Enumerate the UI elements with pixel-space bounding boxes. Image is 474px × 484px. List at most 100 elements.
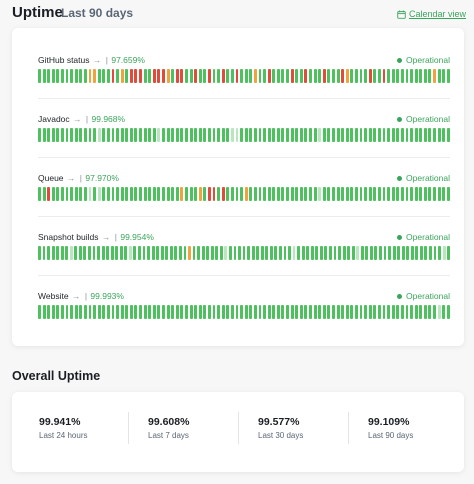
uptime-day-bar[interactable] (102, 187, 106, 201)
uptime-day-bar[interactable] (428, 305, 432, 319)
uptime-day-bar[interactable] (83, 69, 87, 83)
uptime-day-bar[interactable] (414, 305, 418, 319)
uptime-day-bar[interactable] (391, 69, 395, 83)
uptime-day-bar[interactable] (350, 128, 354, 142)
uptime-day-bar[interactable] (93, 128, 97, 142)
uptime-day-bar[interactable] (116, 128, 119, 142)
uptime-day-bar[interactable] (51, 128, 55, 142)
uptime-day-bar[interactable] (446, 305, 450, 319)
uptime-day-bar[interactable] (336, 128, 340, 142)
uptime-day-bar[interactable] (47, 246, 50, 260)
uptime-day-bar[interactable] (74, 187, 78, 201)
uptime-day-bar[interactable] (60, 246, 64, 260)
uptime-day-bar[interactable] (152, 128, 156, 142)
uptime-day-bar[interactable] (106, 187, 110, 201)
uptime-day-bar[interactable] (299, 305, 303, 319)
uptime-day-bar[interactable] (286, 69, 289, 83)
arrow-icon[interactable]: → (92, 55, 102, 65)
uptime-day-bar[interactable] (235, 187, 239, 201)
uptime-day-bar[interactable] (313, 128, 317, 142)
uptime-day-bar[interactable] (97, 305, 101, 319)
uptime-day-bar[interactable] (83, 305, 87, 319)
uptime-day-bar[interactable] (373, 187, 377, 201)
uptime-day-bar[interactable] (299, 128, 303, 142)
uptime-day-bar[interactable] (442, 305, 446, 319)
uptime-day-bar[interactable] (295, 187, 299, 201)
uptime-day-bar[interactable] (276, 187, 280, 201)
uptime-day-bar[interactable] (267, 128, 271, 142)
uptime-day-bar[interactable] (345, 305, 349, 319)
uptime-day-bar[interactable] (251, 246, 255, 260)
uptime-day-bar[interactable] (197, 246, 200, 260)
uptime-day-bar[interactable] (230, 305, 234, 319)
component-name[interactable]: Queue (38, 173, 64, 183)
uptime-day-bar[interactable] (175, 187, 179, 201)
uptime-day-bar[interactable] (180, 305, 184, 319)
uptime-day-bar[interactable] (120, 187, 124, 201)
uptime-day-bar[interactable] (60, 69, 64, 83)
component-name[interactable]: GitHub status (38, 55, 90, 65)
uptime-day-bar[interactable] (92, 246, 96, 260)
uptime-day-bar[interactable] (410, 305, 413, 319)
uptime-day-bar[interactable] (438, 246, 441, 260)
uptime-day-bar[interactable] (152, 187, 156, 201)
uptime-day-bar[interactable] (221, 187, 225, 201)
uptime-day-bar[interactable] (42, 187, 46, 201)
uptime-day-bar[interactable] (272, 187, 276, 201)
uptime-day-bar[interactable] (102, 69, 106, 83)
uptime-day-bar[interactable] (244, 305, 248, 319)
uptime-day-bar[interactable] (65, 128, 69, 142)
uptime-day-bar[interactable] (56, 128, 60, 142)
uptime-day-bar[interactable] (183, 246, 187, 260)
uptime-day-bar[interactable] (387, 187, 391, 201)
uptime-day-bar[interactable] (240, 69, 244, 83)
uptime-day-bar[interactable] (405, 187, 409, 201)
uptime-day-bar[interactable] (206, 246, 210, 260)
uptime-day-bar[interactable] (322, 305, 326, 319)
uptime-day-bar[interactable] (65, 187, 69, 201)
uptime-day-bar[interactable] (359, 69, 363, 83)
uptime-day-bar[interactable] (228, 246, 232, 260)
uptime-day-bar[interactable] (148, 187, 152, 201)
uptime-day-bar[interactable] (180, 69, 184, 83)
uptime-day-bar[interactable] (260, 246, 264, 260)
uptime-day-bar[interactable] (350, 305, 354, 319)
uptime-day-bar[interactable] (97, 69, 101, 83)
uptime-day-bar[interactable] (235, 69, 239, 83)
uptime-day-bar[interactable] (354, 69, 358, 83)
uptime-day-bar[interactable] (272, 128, 276, 142)
uptime-day-bar[interactable] (192, 246, 196, 260)
uptime-day-bar[interactable] (207, 187, 211, 201)
uptime-day-bar[interactable] (249, 128, 253, 142)
uptime-day-bar[interactable] (185, 305, 188, 319)
uptime-day-bar[interactable] (354, 187, 358, 201)
uptime-day-bar[interactable] (51, 246, 55, 260)
uptime-day-bar[interactable] (437, 69, 441, 83)
uptime-day-bar[interactable] (78, 246, 82, 260)
uptime-day-bar[interactable] (116, 305, 119, 319)
calendar-view-link[interactable]: Calendar view (397, 9, 466, 19)
uptime-day-bar[interactable] (198, 69, 202, 83)
uptime-day-bar[interactable] (319, 246, 323, 260)
uptime-day-bar[interactable] (79, 305, 83, 319)
uptime-day-bar[interactable] (327, 69, 331, 83)
uptime-day-bar[interactable] (171, 128, 175, 142)
uptime-day-bar[interactable] (185, 187, 188, 201)
uptime-day-bar[interactable] (134, 128, 138, 142)
uptime-day-bar[interactable] (354, 305, 358, 319)
uptime-day-bar[interactable] (419, 246, 423, 260)
uptime-day-bar[interactable] (374, 246, 378, 260)
uptime-day-bar[interactable] (391, 305, 395, 319)
uptime-day-bar[interactable] (51, 69, 55, 83)
uptime-day-bar[interactable] (157, 128, 161, 142)
uptime-day-bar[interactable] (336, 305, 340, 319)
uptime-day-bar[interactable] (97, 246, 100, 260)
uptime-day-bar[interactable] (138, 246, 141, 260)
uptime-day-bar[interactable] (267, 187, 271, 201)
uptime-day-bar[interactable] (304, 128, 308, 142)
uptime-day-bar[interactable] (83, 187, 87, 201)
uptime-day-bar[interactable] (97, 128, 101, 142)
uptime-day-bar[interactable] (295, 69, 299, 83)
uptime-day-bar[interactable] (106, 69, 110, 83)
uptime-day-bar[interactable] (295, 128, 299, 142)
